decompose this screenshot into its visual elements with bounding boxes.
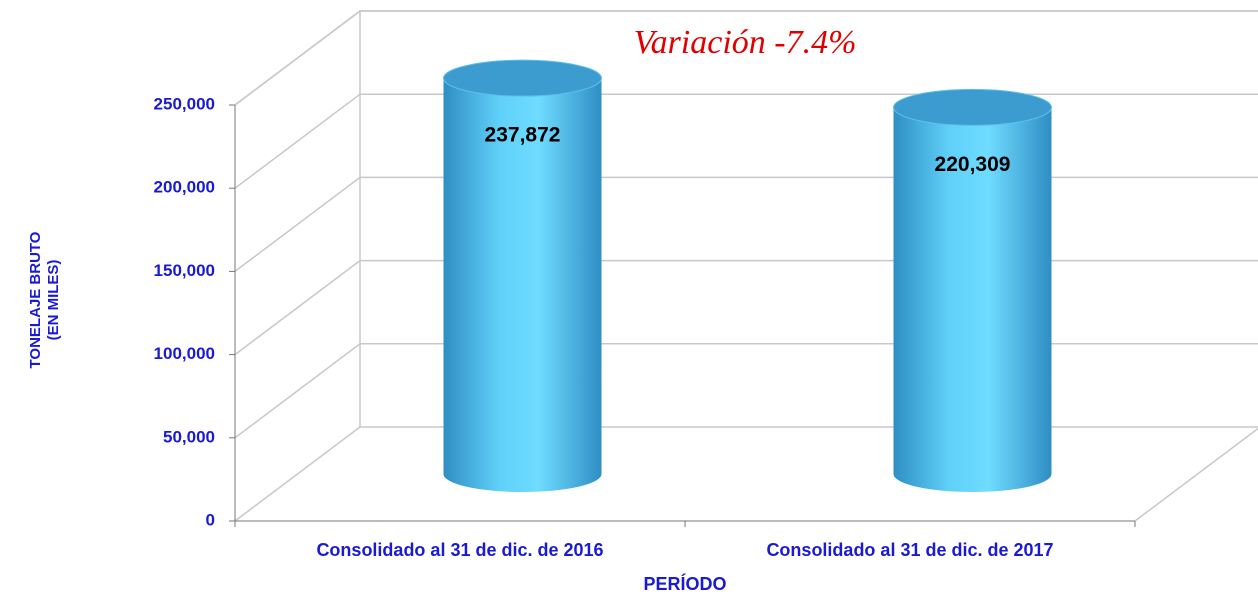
annotation: Variación -7.4%: [634, 24, 857, 61]
value-label: 220,309: [935, 153, 1011, 176]
bar-body: [893, 107, 1052, 492]
y-axis-label: (EN MILES): [45, 260, 62, 341]
y-tick-label: 50,000: [163, 427, 215, 446]
bar-top: [443, 59, 602, 97]
grid-line: [234, 176, 1258, 272]
y-axis-label: TONELAJE BRUTO: [27, 231, 44, 368]
bar-top: [893, 88, 1052, 126]
x-tick-label: Consolidado al 31 de dic. de 2017: [766, 540, 1053, 560]
y-tick-label: 0: [206, 510, 215, 529]
bar: [893, 88, 1052, 492]
grid-line: [234, 426, 1258, 522]
y-tick-label: 100,000: [154, 344, 215, 363]
y-tick-label: 200,000: [154, 178, 215, 197]
y-tick-label: 150,000: [154, 261, 215, 280]
x-axis-label: PERÍODO: [643, 573, 726, 594]
bar-body: [443, 78, 602, 492]
grid-line: [234, 93, 1258, 189]
floor-edge: [1134, 427, 1258, 522]
grid-line: [234, 10, 1258, 106]
y-tick-label: 250,000: [154, 94, 215, 113]
value-label: 237,872: [485, 124, 561, 147]
grid-line: [234, 343, 1258, 439]
bar: [443, 59, 602, 492]
x-tick-label: Consolidado al 31 de dic. de 2016: [316, 540, 603, 560]
grid-line: [234, 259, 1258, 356]
